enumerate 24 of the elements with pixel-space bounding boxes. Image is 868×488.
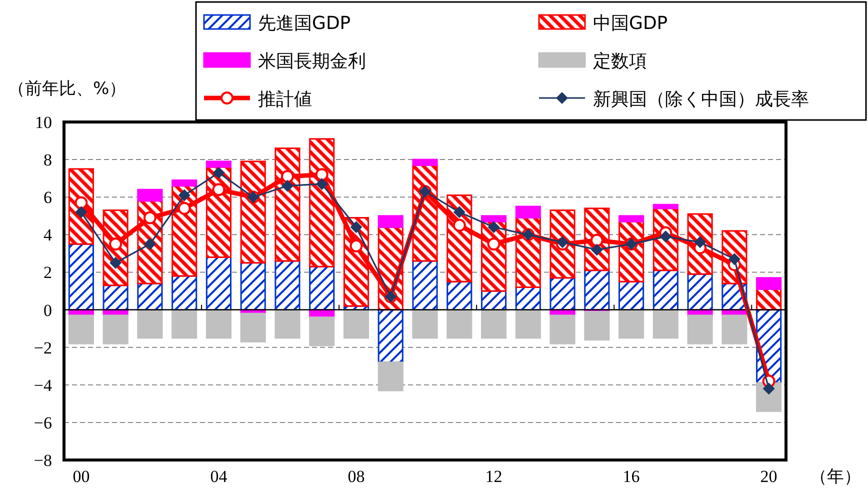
x-axis-title: （年） — [810, 467, 861, 487]
y-tick-label: −6 — [34, 413, 52, 432]
x-tick-label: 12 — [485, 467, 502, 486]
legend-label: 米国長期金利 — [258, 51, 366, 72]
y-tick-label: 8 — [44, 150, 52, 170]
x-tick-label: 08 — [348, 467, 365, 486]
x-tick-label: 04 — [210, 467, 228, 486]
y-tick-label: −8 — [34, 451, 52, 470]
legend-label: 中国GDP — [593, 13, 668, 34]
y-tick-label: 0 — [44, 300, 52, 320]
y-axis-title: （前年比、%） — [8, 79, 126, 99]
legend-label: 定数項 — [593, 51, 647, 72]
y-tick-label: −2 — [34, 338, 52, 358]
y-tick-label: −4 — [34, 376, 52, 395]
x-tick-label: 16 — [622, 467, 640, 486]
y-tick-label: 2 — [44, 263, 52, 282]
legend-label: 新興国（除く中国）成長率 — [593, 89, 809, 110]
legend-label: 先進国GDP — [258, 13, 351, 34]
legend-label: 推計値 — [258, 89, 312, 110]
y-tick-label: 10 — [35, 113, 52, 132]
x-tick-label: 20 — [760, 467, 778, 486]
y-tick-label: 4 — [44, 226, 52, 245]
y-tick-label: 6 — [44, 188, 52, 208]
x-tick-label: 00 — [72, 467, 90, 486]
